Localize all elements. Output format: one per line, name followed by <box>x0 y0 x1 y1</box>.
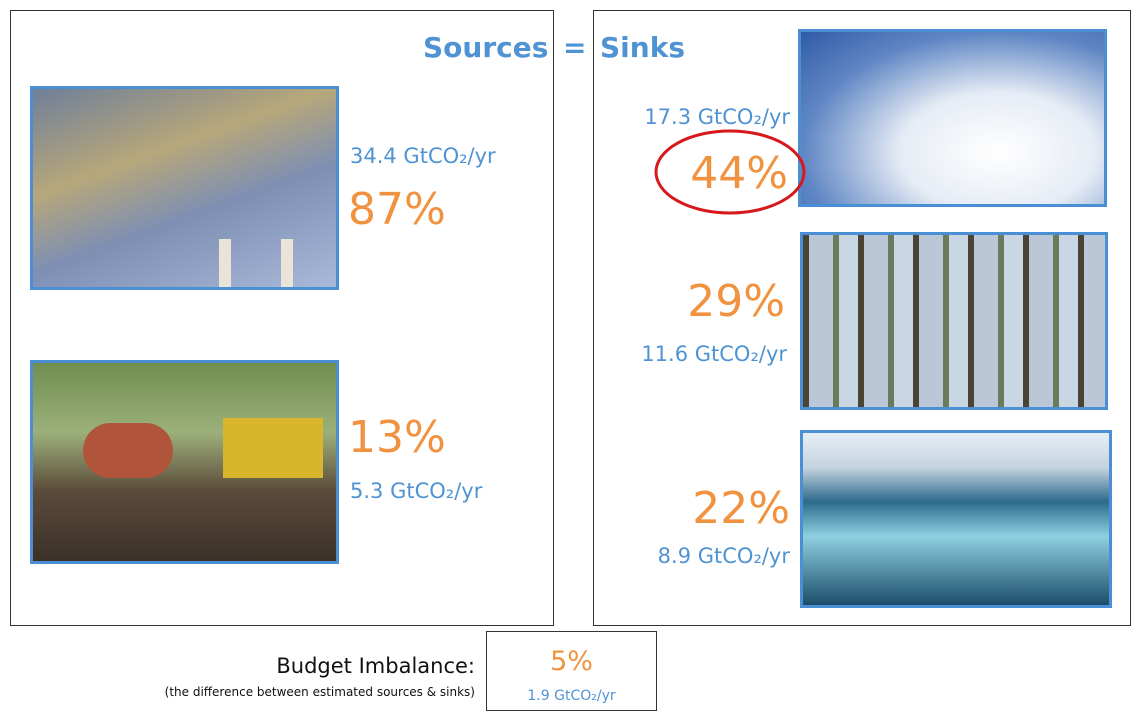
page: Sources = Sinks 34.4 GtCO₂/yr 87% 13% 5.… <box>0 0 1133 709</box>
source-amount: 34.4 GtCO₂/yr <box>350 146 496 167</box>
log <box>83 423 173 478</box>
chimney <box>281 239 293 290</box>
loader <box>223 418 323 478</box>
sink-share: 22% <box>692 487 790 531</box>
source-share: 13% <box>348 416 446 460</box>
equals-sign: = <box>563 34 586 62</box>
source-amount: 5.3 GtCO₂/yr <box>350 481 482 502</box>
imbalance-share: 5% <box>486 646 657 677</box>
imbalance-amount: 1.9 GtCO₂/yr <box>486 688 657 704</box>
clouds-photo <box>798 29 1107 207</box>
ocean-wave-photo <box>800 430 1112 608</box>
sinks-heading: Sinks <box>600 34 685 62</box>
imbalance-note: (the difference between estimated source… <box>165 685 475 699</box>
sink-share: 29% <box>687 280 785 324</box>
imbalance-label: Budget Imbalance: <box>276 654 475 678</box>
logging-photo <box>30 360 339 564</box>
sink-amount: 8.9 GtCO₂/yr <box>658 546 790 567</box>
factory-smoke-photo <box>30 86 339 290</box>
chimney <box>219 239 231 290</box>
sources-heading: Sources <box>423 34 548 62</box>
sink-amount: 11.6 GtCO₂/yr <box>641 344 787 365</box>
source-share: 87% <box>348 188 446 232</box>
forest-photo <box>800 232 1108 410</box>
highlight-ellipse <box>650 125 810 220</box>
red-circle <box>656 131 804 213</box>
